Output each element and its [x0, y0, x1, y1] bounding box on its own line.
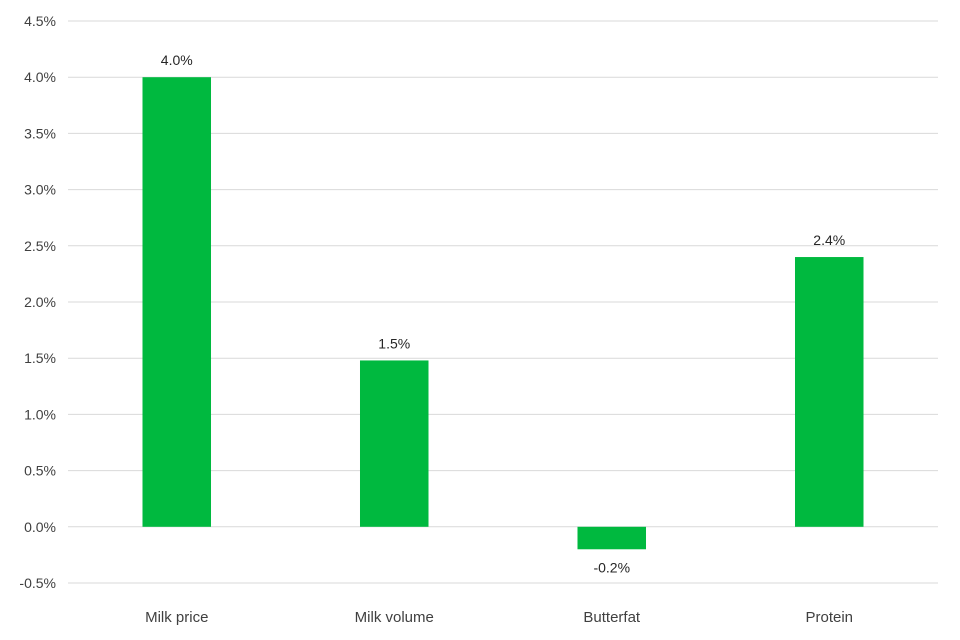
bar: [142, 77, 212, 527]
bar: [359, 360, 429, 527]
gridlines: [68, 20, 938, 584]
x-axis-categories: Milk price Milk volume Butterfat Protein: [145, 609, 853, 626]
y-tick-label: -0.5%: [19, 575, 56, 591]
y-tick-label: 2.5%: [24, 238, 56, 254]
y-tick-label: 1.0%: [24, 406, 56, 422]
data-label: 4.0%: [161, 52, 193, 68]
bar: [794, 257, 864, 527]
bars: [142, 77, 864, 550]
y-axis-ticks: -0.5% 0.0% 0.5% 1.0% 1.5% 2.0% 2.5% 3.0% 3.5% 4.0…: [19, 13, 56, 591]
y-tick-label: 3.0%: [24, 182, 56, 198]
x-category-label: Protein: [805, 609, 853, 626]
x-category-label: Milk price: [145, 609, 208, 626]
data-label: -0.2%: [593, 559, 630, 575]
data-labels: 4.0% 1.5% -0.2% 2.4%: [161, 52, 845, 575]
x-category-label: Butterfat: [583, 609, 641, 626]
data-label: 1.5%: [378, 335, 410, 351]
x-category-label: Milk volume: [355, 609, 434, 626]
y-tick-label: 4.5%: [24, 13, 56, 29]
y-tick-label: 4.0%: [24, 69, 56, 85]
y-tick-label: 0.0%: [24, 519, 56, 535]
y-tick-label: 1.5%: [24, 350, 56, 366]
bar: [577, 526, 647, 550]
data-label: 2.4%: [813, 232, 845, 248]
y-tick-label: 0.5%: [24, 463, 56, 479]
y-tick-label: 3.5%: [24, 125, 56, 141]
y-tick-label: 2.0%: [24, 294, 56, 310]
